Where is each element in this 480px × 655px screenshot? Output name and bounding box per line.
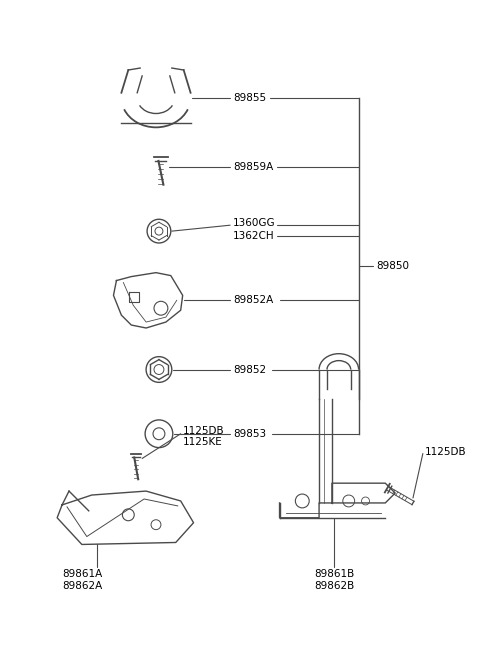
Text: 89862A: 89862A [62,581,102,591]
Text: 1125DB: 1125DB [425,447,467,457]
Text: 1125DB: 1125DB [183,426,224,436]
Text: 1362CH: 1362CH [233,231,275,241]
Text: 89850: 89850 [376,261,409,271]
Text: 1360GG: 1360GG [233,218,276,228]
Text: 1125KE: 1125KE [183,437,222,447]
Text: 89852: 89852 [233,365,266,375]
Text: 89855: 89855 [233,93,266,103]
Text: 89862B: 89862B [314,581,354,591]
Text: 89861B: 89861B [314,569,354,579]
Text: 89852A: 89852A [233,295,273,305]
Text: 89859A: 89859A [233,162,273,172]
Text: 89853: 89853 [233,429,266,439]
Text: 89861A: 89861A [62,569,102,579]
